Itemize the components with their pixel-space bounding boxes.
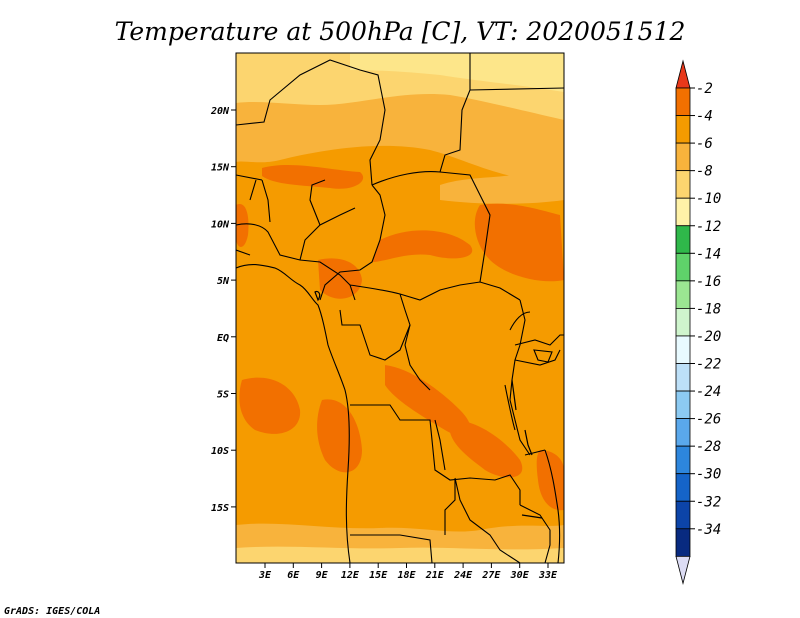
warm-patch-sudan <box>474 203 564 282</box>
y-tick-label: 10N <box>211 219 230 230</box>
x-tick-label: 15E <box>369 570 388 581</box>
colorbar-label: -30 <box>696 467 721 483</box>
y-tick-label: 10S <box>211 446 229 457</box>
colorbar-swatch <box>675 500 691 530</box>
map-frame <box>235 52 565 564</box>
colorbar-swatch <box>675 197 691 227</box>
colorbar-label: -28 <box>696 439 721 455</box>
x-tick-label: 24E <box>453 570 473 581</box>
colorbar-swatch <box>675 280 691 309</box>
y-axis: 20N 15N 10N 5N EQ 5S 10S 15S <box>210 106 236 514</box>
colorbar-label: -8 <box>696 164 713 180</box>
coolest-band-north <box>350 53 564 92</box>
colorbar-label: -20 <box>696 329 721 345</box>
colorbar-swatch <box>675 225 691 254</box>
warm-patch-west-coast <box>236 204 249 247</box>
colorbar-label: -10 <box>696 191 721 207</box>
y-tick-label: 20N <box>210 106 230 117</box>
x-tick-label: 6E <box>287 570 300 581</box>
colorbar-swatch <box>675 142 691 172</box>
colorbar-swatch <box>675 418 691 447</box>
colorbar-swatch <box>675 87 691 116</box>
colorbar-swatch <box>675 115 691 144</box>
grads-credit: GrADS: IGES/COLA <box>4 606 100 617</box>
colorbar-max-arrow <box>675 59 691 89</box>
y-tick-label: EQ <box>217 333 229 344</box>
warm-patch-zambia <box>449 419 523 478</box>
colorbar-label: -26 <box>696 412 721 428</box>
x-tick-label: 18E <box>397 570 416 581</box>
warm-patch-angola-coast <box>239 377 301 434</box>
lakes <box>314 290 543 519</box>
colorbar-swatch <box>675 335 691 364</box>
colorbar-min-arrow <box>675 555 691 585</box>
x-tick-label: 3E <box>258 570 272 581</box>
colorbar-label: -22 <box>696 357 721 373</box>
colorbar-label: -16 <box>696 274 721 290</box>
colorbar-label: -18 <box>696 301 721 317</box>
warm-patch-car <box>372 230 473 262</box>
x-tick-label: 12E <box>341 570 360 581</box>
colorbar-swatch <box>675 445 691 475</box>
x-tick-label: 21E <box>425 570 445 581</box>
colorbar-label: -6 <box>696 136 713 152</box>
x-tick-label: 33E <box>538 570 558 581</box>
colorbar-label: -32 <box>696 494 721 510</box>
cooler-band-south <box>236 546 564 563</box>
y-tick-label: 5S <box>217 390 229 401</box>
colorbar-swatch <box>675 307 691 337</box>
y-tick-label: 15S <box>211 503 229 514</box>
colorbar-swatch <box>675 390 691 419</box>
y-tick-label: 5N <box>217 276 230 287</box>
colorbar-label: -2 <box>696 81 713 97</box>
x-tick-label: 30E <box>510 570 530 581</box>
colorbar-label: -24 <box>696 384 721 400</box>
colorbar-swatch <box>675 170 691 199</box>
warm-patch-congo-diagonal <box>385 365 471 437</box>
colorbar-swatch <box>675 473 691 502</box>
colorbar-label: -34 <box>696 522 721 538</box>
map-title: Temperature at 500hPa [C], VT: 202005151… <box>115 17 686 46</box>
colorbar-label: -12 <box>696 219 721 235</box>
warm-patch-mozambique <box>536 450 564 511</box>
colorbar-swatch <box>675 528 691 557</box>
colorbar: -2 -4 -6 -8 -10 -12 -14 -16 -18 -20 -22 -24 -26 -28 -3… <box>675 59 721 585</box>
y-tick-label: 15N <box>211 163 230 174</box>
warm-patch-angola-inland <box>317 399 362 473</box>
colorbar-swatch <box>675 363 691 392</box>
colorbar-swatch <box>675 252 691 282</box>
colorbar-label: -4 <box>696 109 713 125</box>
colorbar-label: -14 <box>696 246 721 262</box>
cool-streak-northeast <box>440 168 564 204</box>
x-tick-label: 9E <box>316 570 329 581</box>
temperature-map <box>236 53 564 563</box>
x-tick-label: 27E <box>481 570 501 581</box>
x-axis: 3E 6E 9E 12E 15E 18E 21E 24E 27E 30E 33E <box>258 563 558 581</box>
warm-patch-west-africa <box>262 164 364 189</box>
